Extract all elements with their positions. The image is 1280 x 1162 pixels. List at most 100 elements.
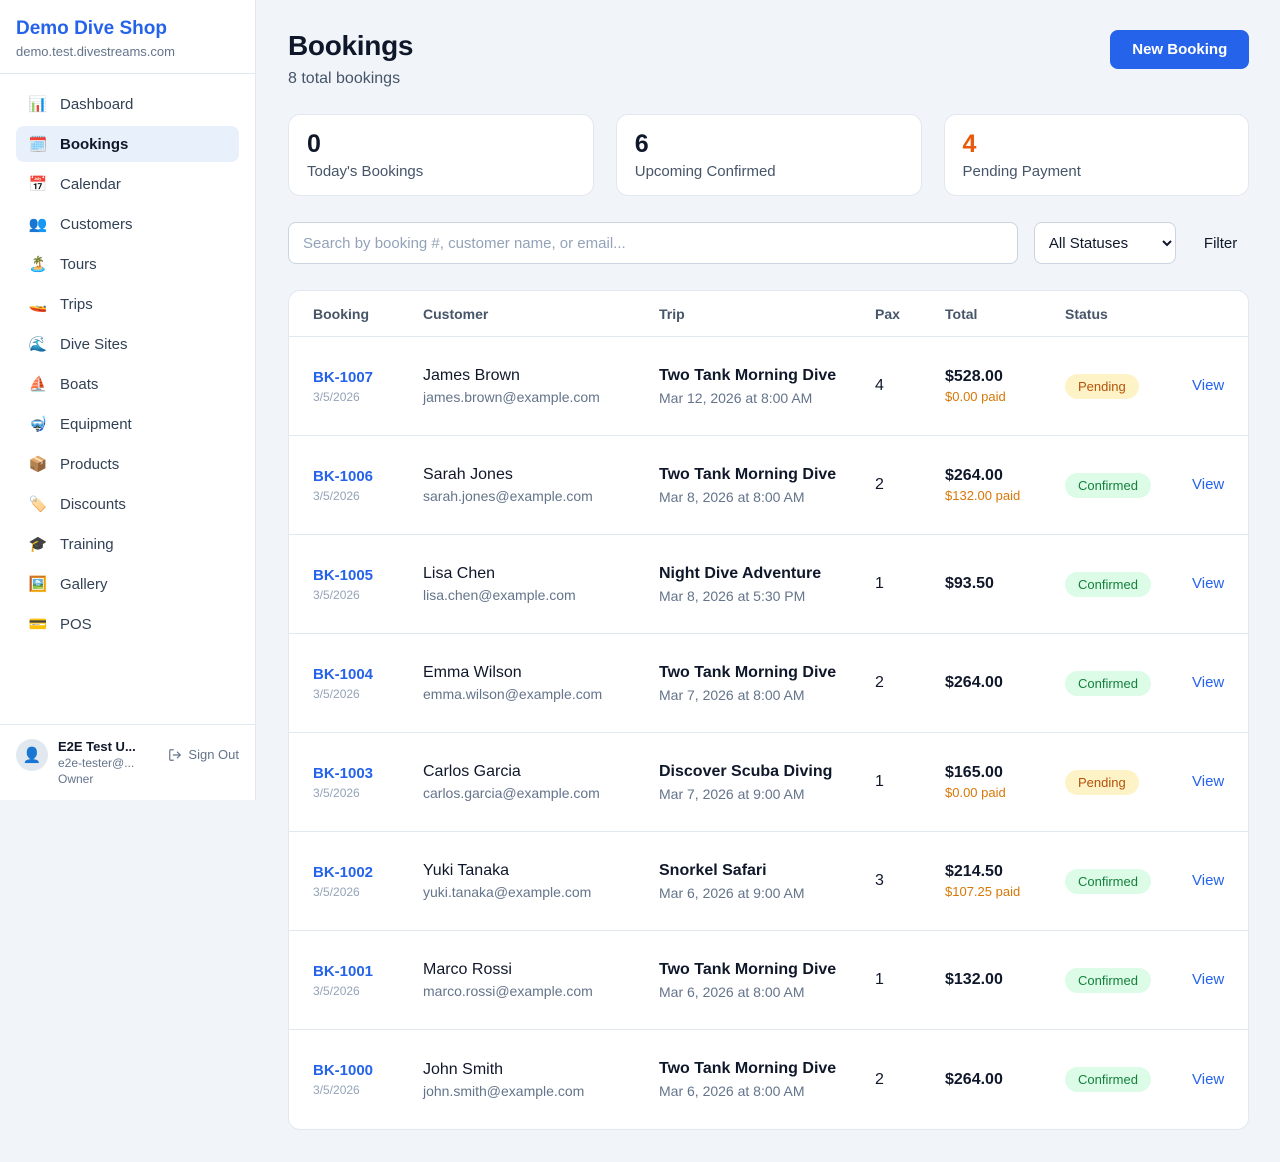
trip-name: Night Dive Adventure xyxy=(659,564,822,582)
total-amount: $93.50 xyxy=(945,575,994,592)
customer-name: Yuki Tanaka xyxy=(423,862,509,879)
page-title-block: Bookings 8 total bookings xyxy=(288,30,413,88)
gallery-icon: 🖼️ xyxy=(28,576,48,593)
booking-link[interactable]: BK-1007 xyxy=(313,368,374,386)
trip-time: Mar 8, 2026 at 5:30 PM xyxy=(659,587,806,604)
calendar-icon: 📅 xyxy=(28,176,48,193)
booking-link[interactable]: BK-1002 xyxy=(313,863,374,881)
status-badge: Pending xyxy=(1065,769,1139,795)
sidebar-item-boats[interactable]: ⛵ Boats xyxy=(16,366,239,402)
page-header: Bookings 8 total bookings New Booking xyxy=(288,30,1250,88)
bookings-icon: 🗓️ xyxy=(28,136,48,153)
trip-name: Discover Scuba Diving xyxy=(659,762,833,780)
pax-count: 1 xyxy=(875,971,884,988)
training-icon: 🎓 xyxy=(28,536,48,553)
view-link[interactable]: View xyxy=(1192,575,1225,592)
booking-date: 3/5/2026 xyxy=(313,389,360,404)
view-link[interactable]: View xyxy=(1192,1070,1225,1088)
customer-email: sarah.jones@example.com xyxy=(423,488,593,504)
pax-count: 4 xyxy=(875,377,884,394)
booking-link[interactable]: BK-1005 xyxy=(313,566,374,584)
boats-icon: ⛵ xyxy=(28,376,48,393)
sidebar-item-calendar[interactable]: 📅 Calendar xyxy=(16,166,239,202)
customer-name: John Smith xyxy=(423,1060,504,1078)
trip-time: Mar 6, 2026 at 9:00 AM xyxy=(659,884,805,901)
pax-count: 1 xyxy=(875,575,884,592)
sidebar-item-dive-sites[interactable]: 🌊 Dive Sites xyxy=(16,326,239,362)
stat-value: 4 xyxy=(962,130,977,158)
column-header-total: Total xyxy=(945,305,978,322)
stats-row: 0 Today's Bookings 6 Upcoming Confirmed … xyxy=(288,114,1250,196)
sidebar-item-training[interactable]: 🎓 Training xyxy=(16,526,239,562)
view-link[interactable]: View xyxy=(1192,674,1225,691)
trip-time: Mar 12, 2026 at 8:00 AM xyxy=(659,389,813,406)
customer-email: emma.wilson@example.com xyxy=(423,686,603,702)
sidebar-item-label: Bookings xyxy=(60,135,129,153)
sidebar-item-label: Trips xyxy=(60,295,93,313)
sidebar-item-equipment[interactable]: 🤿 Equipment xyxy=(16,406,239,442)
stat-label: Upcoming Confirmed xyxy=(634,163,776,180)
sidebar-item-label: Gallery xyxy=(60,575,108,593)
page-subtitle: 8 total bookings xyxy=(288,70,401,87)
total-amount: $132.00 xyxy=(945,971,1003,988)
booking-link[interactable]: BK-1006 xyxy=(313,467,374,485)
sign-out-button[interactable]: Sign Out xyxy=(168,747,239,762)
search-input[interactable] xyxy=(288,222,1018,264)
view-link[interactable]: View xyxy=(1192,773,1225,790)
stat-value: 0 xyxy=(307,130,321,158)
customer-name: Carlos Garcia xyxy=(423,763,521,780)
sidebar-item-label: Training xyxy=(60,535,114,553)
sidebar-item-tours[interactable]: 🏝️ Tours xyxy=(16,246,239,282)
sidebar-item-label: Dive Sites xyxy=(60,335,128,353)
booking-link[interactable]: BK-1001 xyxy=(313,962,374,980)
customer-name: Emma Wilson xyxy=(423,664,522,681)
total-amount: $264.00 xyxy=(945,467,1003,484)
sidebar-item-bookings[interactable]: 🗓️ Bookings xyxy=(16,126,239,162)
paid-amount: $132.00 paid xyxy=(945,488,1021,503)
pos-icon: 💳 xyxy=(28,616,48,633)
status-badge: Confirmed xyxy=(1065,670,1151,696)
pax-count: 2 xyxy=(875,476,884,493)
view-link[interactable]: View xyxy=(1192,377,1225,394)
sidebar-item-label: Dashboard xyxy=(60,95,134,113)
sidebar-nav: 📊 Dashboard 🗓️ Bookings 📅 Calendar 👥 Cus… xyxy=(0,74,255,724)
customer-email: james.brown@example.com xyxy=(423,389,600,405)
sidebar-item-products[interactable]: 📦 Products xyxy=(16,446,239,482)
customer-name: Sarah Jones xyxy=(423,466,513,483)
total-amount: $214.50 xyxy=(945,863,1003,880)
sidebar-item-gallery[interactable]: 🖼️ Gallery xyxy=(16,566,239,602)
view-link[interactable]: View xyxy=(1192,476,1225,493)
status-filter-select[interactable]: All Statuses xyxy=(1033,222,1176,264)
column-header-trip: Trip xyxy=(659,305,685,322)
user-email: e2e-tester@... xyxy=(58,756,135,770)
table-row: BK-1003 3/5/2026 Carlos Garcia carlos.ga… xyxy=(289,733,1249,832)
sidebar-item-label: Products xyxy=(60,455,120,473)
sidebar-item-discounts[interactable]: 🏷️ Discounts xyxy=(16,486,239,522)
sidebar-item-customers[interactable]: 👥 Customers xyxy=(16,206,239,242)
sidebar-item-pos[interactable]: 💳 POS xyxy=(16,606,239,642)
paid-amount: $0.00 paid xyxy=(945,785,1006,800)
table-row: BK-1005 3/5/2026 Lisa Chen lisa.chen@exa… xyxy=(289,535,1249,634)
view-link[interactable]: View xyxy=(1192,872,1225,889)
view-link[interactable]: View xyxy=(1192,971,1225,988)
status-badge: Confirmed xyxy=(1065,472,1151,498)
status-badge: Confirmed xyxy=(1065,571,1151,597)
sidebar-item-label: Customers xyxy=(60,215,133,233)
booking-link[interactable]: BK-1000 xyxy=(313,1062,374,1079)
sign-out-label: Sign Out xyxy=(188,747,239,762)
new-booking-button[interactable]: New Booking xyxy=(1110,30,1250,69)
filter-button[interactable]: Filter xyxy=(1192,227,1249,260)
pax-count: 1 xyxy=(875,773,884,790)
column-header-status: Status xyxy=(1065,305,1108,322)
stat-card: 0 Today's Bookings xyxy=(288,114,594,196)
trips-icon: 🚤 xyxy=(28,296,48,313)
sidebar-item-dashboard[interactable]: 📊 Dashboard xyxy=(16,86,239,122)
sidebar-item-label: Tours xyxy=(60,255,97,273)
brand-name: Demo Dive Shop xyxy=(16,18,167,39)
booking-link[interactable]: BK-1003 xyxy=(313,764,374,782)
sidebar-item-trips[interactable]: 🚤 Trips xyxy=(16,286,239,322)
booking-link[interactable]: BK-1004 xyxy=(313,665,374,683)
status-badge: Pending xyxy=(1065,373,1139,399)
customer-email: lisa.chen@example.com xyxy=(423,587,576,603)
sidebar-item-label: Boats xyxy=(60,375,99,393)
